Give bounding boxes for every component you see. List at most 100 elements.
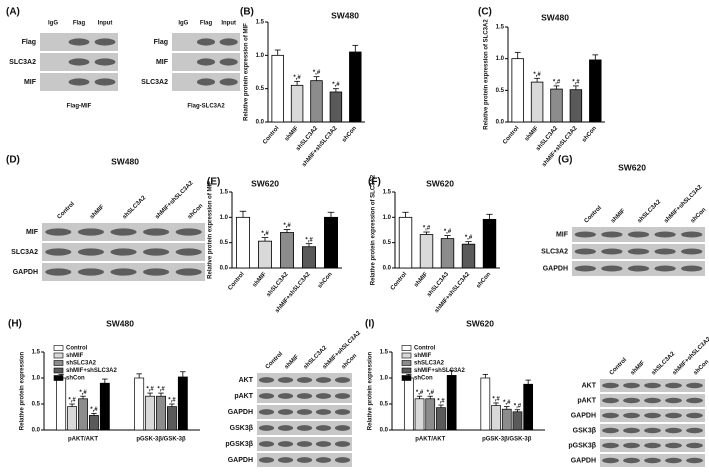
y-tick-label: 1.0 [380,376,389,382]
band [296,441,313,447]
row-label: pAKT [577,397,596,404]
lane-label: Input [221,21,236,27]
annotation: *,# [313,70,321,76]
lane-label: shMIF [284,354,301,371]
band [654,265,676,272]
row-label: Flag [154,39,168,46]
band [94,58,116,66]
band [296,425,313,431]
annotation: *,# [68,398,76,404]
lane-label: shMIF+shSLC3A2 [672,336,709,377]
band [665,457,682,464]
y-axis-title: Relative protein expression of SLC3A2 [484,19,490,130]
y-tick-label: 0.5 [496,88,505,94]
band [665,397,682,404]
bar [301,246,316,269]
chart-title: SW480 [541,12,569,22]
annotation: *,# [572,79,580,85]
band [277,409,294,415]
lane-label: Input [98,21,113,27]
band [623,457,640,464]
lane-label: shMIF [630,360,647,377]
bar [414,398,425,431]
band [315,441,332,447]
lane-label: shCon [693,359,709,377]
x-tick-label: pGSK-3β/GSK-3β [482,437,532,443]
bar [569,89,583,123]
row-label: GSK3β [230,425,254,432]
band [681,248,703,255]
row-label: SLC3A2 [541,248,568,255]
legend-label: shSLC3A2 [66,361,97,367]
row-label: SLC3A2 [141,79,168,86]
band [315,377,332,383]
band [623,412,640,419]
y-tick-label: 0.5 [32,402,41,408]
band [315,409,332,415]
band [601,248,623,255]
x-tick-label: Control [227,271,246,291]
legend-label: shMIF+shSLC3A2 [66,368,118,374]
band [219,38,238,46]
band [627,248,650,255]
x-tick-label: shMIF [284,125,300,142]
bar [279,232,294,269]
band [686,457,703,464]
band [68,38,90,46]
x-tick-label: Control [502,125,521,145]
x-tick-label: Control [390,271,409,291]
bar [491,405,501,431]
bar [257,240,272,269]
y-tick-label: 1.5 [256,20,265,26]
band [644,442,661,449]
x-tick-label: Control [262,125,281,145]
y-tick-label: 0.0 [220,266,229,272]
bar [482,218,497,269]
band [334,409,351,415]
band [623,442,640,449]
band [334,441,351,447]
bar [99,382,110,431]
panel-label: (E) [207,177,220,188]
band [277,457,294,463]
bar [446,375,457,431]
annotation: *,# [437,399,445,405]
row-label: MIF [26,229,39,236]
band [574,265,596,272]
band [196,58,216,66]
blot-caption: Flag-MIF [67,104,92,110]
blot-title: SW480 [111,156,139,166]
y-tick-label: 0.5 [383,240,392,246]
band [258,425,275,431]
chart-title: SW480 [106,318,134,328]
lane-label: shCon [187,203,205,221]
annotation: *,# [146,387,154,393]
y-tick-label: 1.5 [383,190,392,196]
band [143,228,170,236]
row-label: GAPDH [543,265,568,272]
lane-label: Flag [73,21,86,27]
band [602,382,619,389]
band [219,58,238,66]
lane-label: Control [584,205,604,225]
band [644,427,661,434]
band [77,228,104,236]
row-label: GAPDH [228,409,253,416]
band [110,228,137,236]
y-tick-label: 1.0 [496,56,505,62]
band [334,425,351,431]
band [654,248,676,255]
row-label: GAPDH [571,412,596,419]
band [602,412,619,419]
band [258,457,275,463]
band [644,412,661,419]
band [77,248,104,256]
x-tick-label: shCon [476,271,493,289]
row-label: pGSK3β [225,441,253,448]
band [334,377,351,383]
bar [550,88,563,123]
annotation: *,# [293,75,301,81]
band [196,38,216,46]
band [45,248,72,256]
